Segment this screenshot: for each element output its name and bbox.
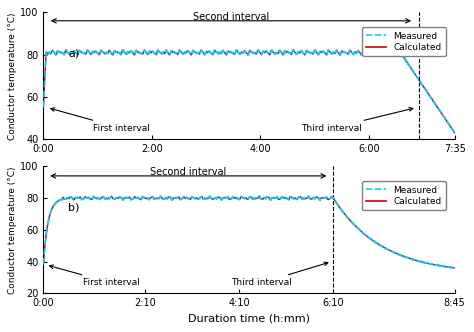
Y-axis label: Conductor temperature (°C): Conductor temperature (°C) (9, 12, 18, 139)
Text: Second interval: Second interval (150, 167, 227, 177)
Text: First interval: First interval (50, 265, 139, 287)
X-axis label: Duration time (h:mm): Duration time (h:mm) (188, 314, 310, 324)
Text: a): a) (68, 49, 79, 59)
Text: Third interval: Third interval (231, 262, 328, 287)
Text: b): b) (68, 203, 80, 213)
Text: First interval: First interval (51, 108, 150, 133)
Legend: Measured, Calculated: Measured, Calculated (362, 27, 446, 56)
Legend: Measured, Calculated: Measured, Calculated (362, 181, 446, 210)
Text: Second interval: Second interval (193, 12, 269, 22)
Y-axis label: Conductor temperature (°C): Conductor temperature (°C) (9, 166, 18, 293)
Text: Third interval: Third interval (301, 108, 413, 133)
